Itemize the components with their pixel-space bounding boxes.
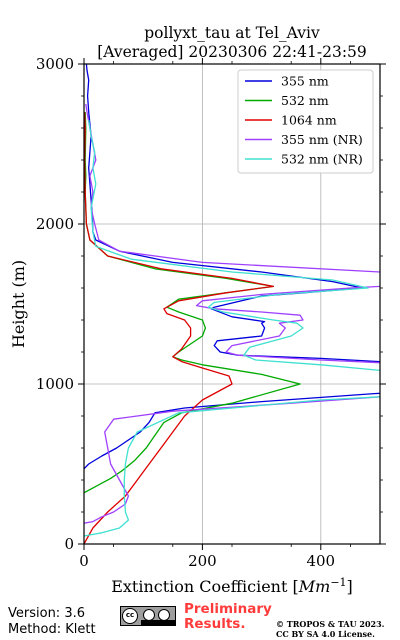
x-axis-label: Extinction Coefficient [Mm−1] xyxy=(111,576,353,596)
legend-box xyxy=(237,69,374,174)
axis-ticks: 0 200 400 0 1000 2000 3000 xyxy=(36,55,386,570)
copyright-notice: © TROPOS & TAU 2023. CC BY SA 4.0 Licens… xyxy=(276,619,385,639)
series-line xyxy=(84,64,380,470)
version-text: Version: 3.6 xyxy=(8,606,85,621)
badge-strip xyxy=(141,620,175,625)
legend-label: 355 nm (NR) xyxy=(281,132,363,147)
y-axis-label: Height (m) xyxy=(9,260,28,348)
x-tick-label: 400 xyxy=(306,552,335,570)
series-line xyxy=(84,103,380,524)
legend-label: 532 nm xyxy=(281,93,329,108)
series-layer xyxy=(84,64,380,544)
copyright-line2: CC BY SA 4.0 License. xyxy=(276,628,375,639)
method-text: Method: Klett xyxy=(8,622,96,637)
series-line xyxy=(84,111,275,544)
extinction-chart: pollyxt_tau at Tel_Aviv [Averaged] 20230… xyxy=(9,24,386,596)
legend-label: 532 nm (NR) xyxy=(281,152,363,167)
x-tick-label: 0 xyxy=(79,552,89,570)
preliminary-line2: Results. xyxy=(184,616,246,632)
cc-icon: cc xyxy=(122,608,138,624)
y-tick-label: 1000 xyxy=(36,375,74,393)
chart-title: pollyxt_tau at Tel_Aviv xyxy=(144,24,320,42)
copyright-line1: © TROPOS & TAU 2023. xyxy=(276,619,385,629)
chart-subtitle: [Averaged] 20230306 22:41-23:59 xyxy=(97,43,367,61)
series-line xyxy=(84,119,380,537)
preliminary-line1: Preliminary xyxy=(184,601,272,617)
preliminary-notice: Preliminary Results. xyxy=(184,602,272,632)
x-tick-label: 200 xyxy=(188,552,217,570)
legend: 355 nm 532 nm 1064 nm 355 nm (NR) 532 nm (NR… xyxy=(237,69,374,174)
y-tick-label: 0 xyxy=(64,535,74,553)
legend-label: 1064 nm xyxy=(281,113,337,128)
y-tick-label: 3000 xyxy=(36,55,74,73)
y-tick-label: 2000 xyxy=(36,215,74,233)
cc-by-sa-badge: cc xyxy=(120,606,176,626)
legend-label: 355 nm xyxy=(281,74,329,89)
